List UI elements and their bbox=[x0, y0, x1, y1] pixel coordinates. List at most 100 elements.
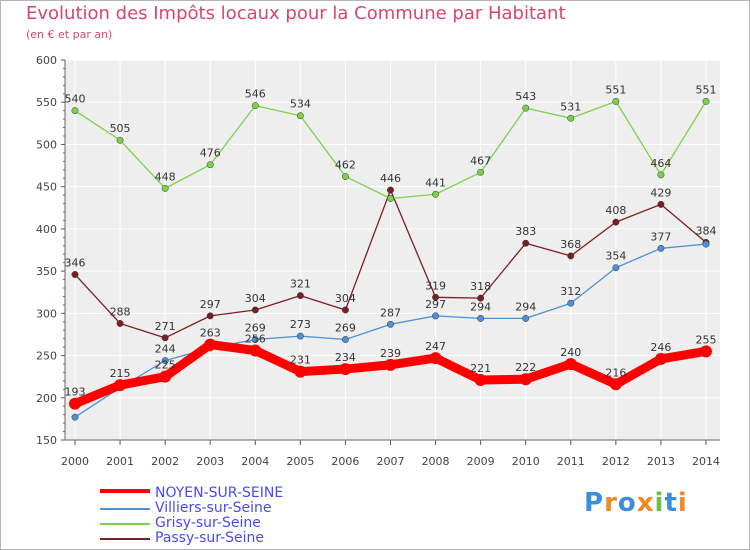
data-point bbox=[474, 374, 487, 387]
data-point bbox=[294, 365, 307, 378]
data-point bbox=[206, 312, 214, 320]
data-point bbox=[161, 184, 169, 192]
data-label: 467 bbox=[470, 154, 491, 167]
data-label: 543 bbox=[515, 90, 536, 103]
legend-swatch-grisy bbox=[100, 523, 150, 525]
data-point bbox=[432, 293, 440, 301]
proxiti-logo: Proxiti bbox=[584, 488, 688, 518]
data-point bbox=[341, 336, 349, 343]
data-label: 269 bbox=[245, 322, 266, 335]
data-point bbox=[339, 363, 352, 376]
data-point bbox=[522, 239, 530, 247]
data-label: 222 bbox=[515, 361, 536, 374]
data-label: 462 bbox=[335, 159, 356, 172]
data-label: 318 bbox=[470, 280, 491, 293]
data-point bbox=[206, 161, 214, 169]
data-label: 368 bbox=[560, 238, 581, 251]
logo-letter: x bbox=[636, 488, 655, 518]
logo-letter: i bbox=[654, 488, 665, 518]
data-point bbox=[161, 334, 169, 342]
data-point bbox=[296, 332, 304, 340]
data-label: 384 bbox=[696, 224, 717, 237]
data-label: 294 bbox=[515, 300, 536, 313]
data-point bbox=[341, 306, 349, 314]
data-point bbox=[702, 97, 710, 105]
data-label: 287 bbox=[380, 306, 401, 319]
data-point bbox=[567, 114, 575, 122]
x-tick-label: 2003 bbox=[196, 455, 224, 468]
data-point bbox=[702, 240, 710, 248]
data-point bbox=[522, 104, 530, 112]
legend-swatch-noyen bbox=[100, 489, 150, 493]
data-point bbox=[609, 378, 622, 391]
data-label: 321 bbox=[290, 278, 311, 291]
data-point bbox=[564, 358, 577, 370]
data-label: 534 bbox=[290, 98, 311, 111]
logo-letter: o bbox=[617, 488, 637, 518]
data-point bbox=[296, 112, 304, 120]
data-label: 408 bbox=[605, 204, 626, 217]
x-tick-label: 2009 bbox=[467, 455, 495, 468]
data-point bbox=[567, 252, 575, 260]
data-point bbox=[69, 397, 81, 410]
x-tick-label: 2005 bbox=[286, 455, 314, 468]
data-label: 304 bbox=[335, 292, 356, 305]
data-point bbox=[522, 314, 530, 322]
data-label: 239 bbox=[380, 347, 401, 360]
logo-letter: P bbox=[584, 488, 605, 518]
data-point bbox=[432, 190, 440, 198]
data-label: 429 bbox=[650, 186, 671, 199]
x-tick-label: 2014 bbox=[692, 455, 720, 468]
y-tick-label: 500 bbox=[36, 138, 57, 151]
data-label: 231 bbox=[290, 354, 311, 367]
chart-subtitle: (en € et par an) bbox=[26, 28, 113, 41]
data-label: 271 bbox=[155, 320, 176, 333]
data-point bbox=[204, 338, 217, 351]
data-label: 244 bbox=[155, 343, 176, 356]
data-point bbox=[251, 336, 259, 343]
data-point bbox=[251, 306, 259, 314]
data-label: 263 bbox=[200, 327, 221, 340]
data-label: 304 bbox=[245, 292, 266, 305]
data-label: 221 bbox=[470, 362, 491, 375]
data-label: 247 bbox=[425, 340, 446, 353]
data-point bbox=[432, 312, 440, 320]
data-label: 240 bbox=[560, 346, 581, 359]
legend-label: Grisy-sur-Seine bbox=[155, 515, 261, 531]
data-point bbox=[700, 345, 712, 358]
data-label: 225 bbox=[155, 359, 176, 372]
legend-swatch-passy bbox=[100, 538, 150, 540]
y-tick-label: 600 bbox=[36, 54, 57, 67]
data-label: 297 bbox=[200, 298, 221, 311]
data-point bbox=[612, 97, 620, 105]
y-tick-label: 550 bbox=[36, 96, 57, 109]
x-tick-label: 2008 bbox=[422, 455, 450, 468]
data-label: 297 bbox=[425, 298, 446, 311]
data-point bbox=[116, 320, 124, 327]
x-tick-label: 2013 bbox=[647, 455, 675, 468]
data-point bbox=[657, 200, 665, 208]
data-point bbox=[161, 357, 169, 365]
data-label: 215 bbox=[110, 367, 131, 380]
legend-swatch-villiers bbox=[100, 508, 150, 510]
x-tick-label: 2011 bbox=[557, 455, 585, 468]
x-tick-label: 2002 bbox=[151, 455, 179, 468]
data-label: 193 bbox=[65, 386, 86, 399]
data-label: 312 bbox=[560, 285, 581, 298]
data-point bbox=[71, 107, 79, 115]
logo-letter: r bbox=[604, 488, 618, 518]
y-tick-label: 200 bbox=[36, 392, 57, 405]
data-label: 256 bbox=[245, 332, 266, 345]
data-point bbox=[114, 379, 127, 392]
x-tick-label: 2012 bbox=[602, 455, 630, 468]
data-point bbox=[567, 299, 575, 307]
data-label: 551 bbox=[605, 83, 626, 96]
data-label: 446 bbox=[380, 172, 401, 185]
data-label: 319 bbox=[425, 279, 446, 292]
y-tick-label: 400 bbox=[36, 223, 57, 236]
data-label: 531 bbox=[560, 100, 581, 113]
data-label: 383 bbox=[515, 225, 536, 238]
data-label: 441 bbox=[425, 176, 446, 189]
data-label: 255 bbox=[696, 333, 717, 346]
legend-label: Passy-sur-Seine bbox=[155, 530, 265, 546]
